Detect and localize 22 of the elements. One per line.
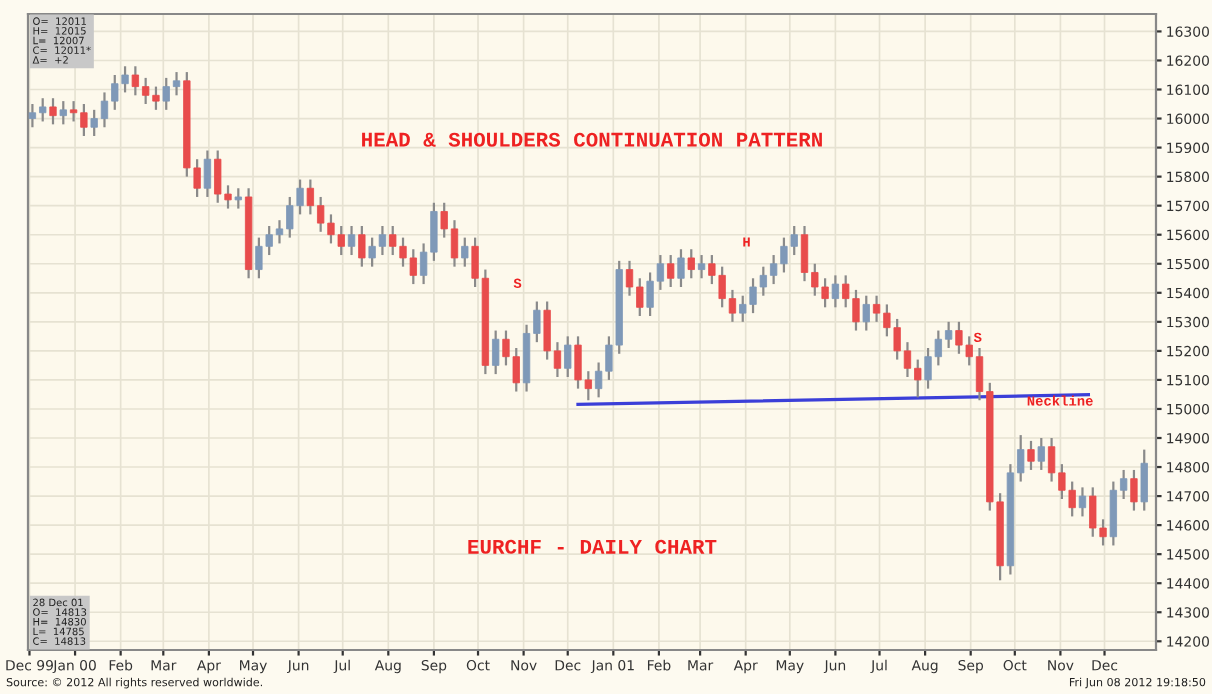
candlestick xyxy=(347,224,356,257)
candlestick xyxy=(677,248,685,289)
candlestick xyxy=(1130,468,1138,512)
candlestick xyxy=(234,187,242,210)
candlestick xyxy=(667,253,675,289)
candlestick xyxy=(1027,439,1035,472)
text: HEAD & SHOULDERS CONTINUATION PATTERN xyxy=(362,132,822,147)
candlestick xyxy=(1140,448,1148,512)
candlestick xyxy=(1078,486,1087,518)
candlestick xyxy=(203,149,212,199)
candlestick xyxy=(59,100,67,126)
candlestick xyxy=(1037,436,1045,472)
candlestick xyxy=(461,236,469,268)
candlestick xyxy=(831,274,840,309)
text: EURCHF - DAILY CHART xyxy=(468,539,717,554)
candlestick xyxy=(687,248,695,280)
candlestick xyxy=(358,224,366,268)
candlestick xyxy=(697,253,706,280)
candlestick xyxy=(862,294,870,332)
candlestick xyxy=(564,335,572,379)
candlestick xyxy=(49,97,57,126)
candlestick xyxy=(492,329,500,376)
